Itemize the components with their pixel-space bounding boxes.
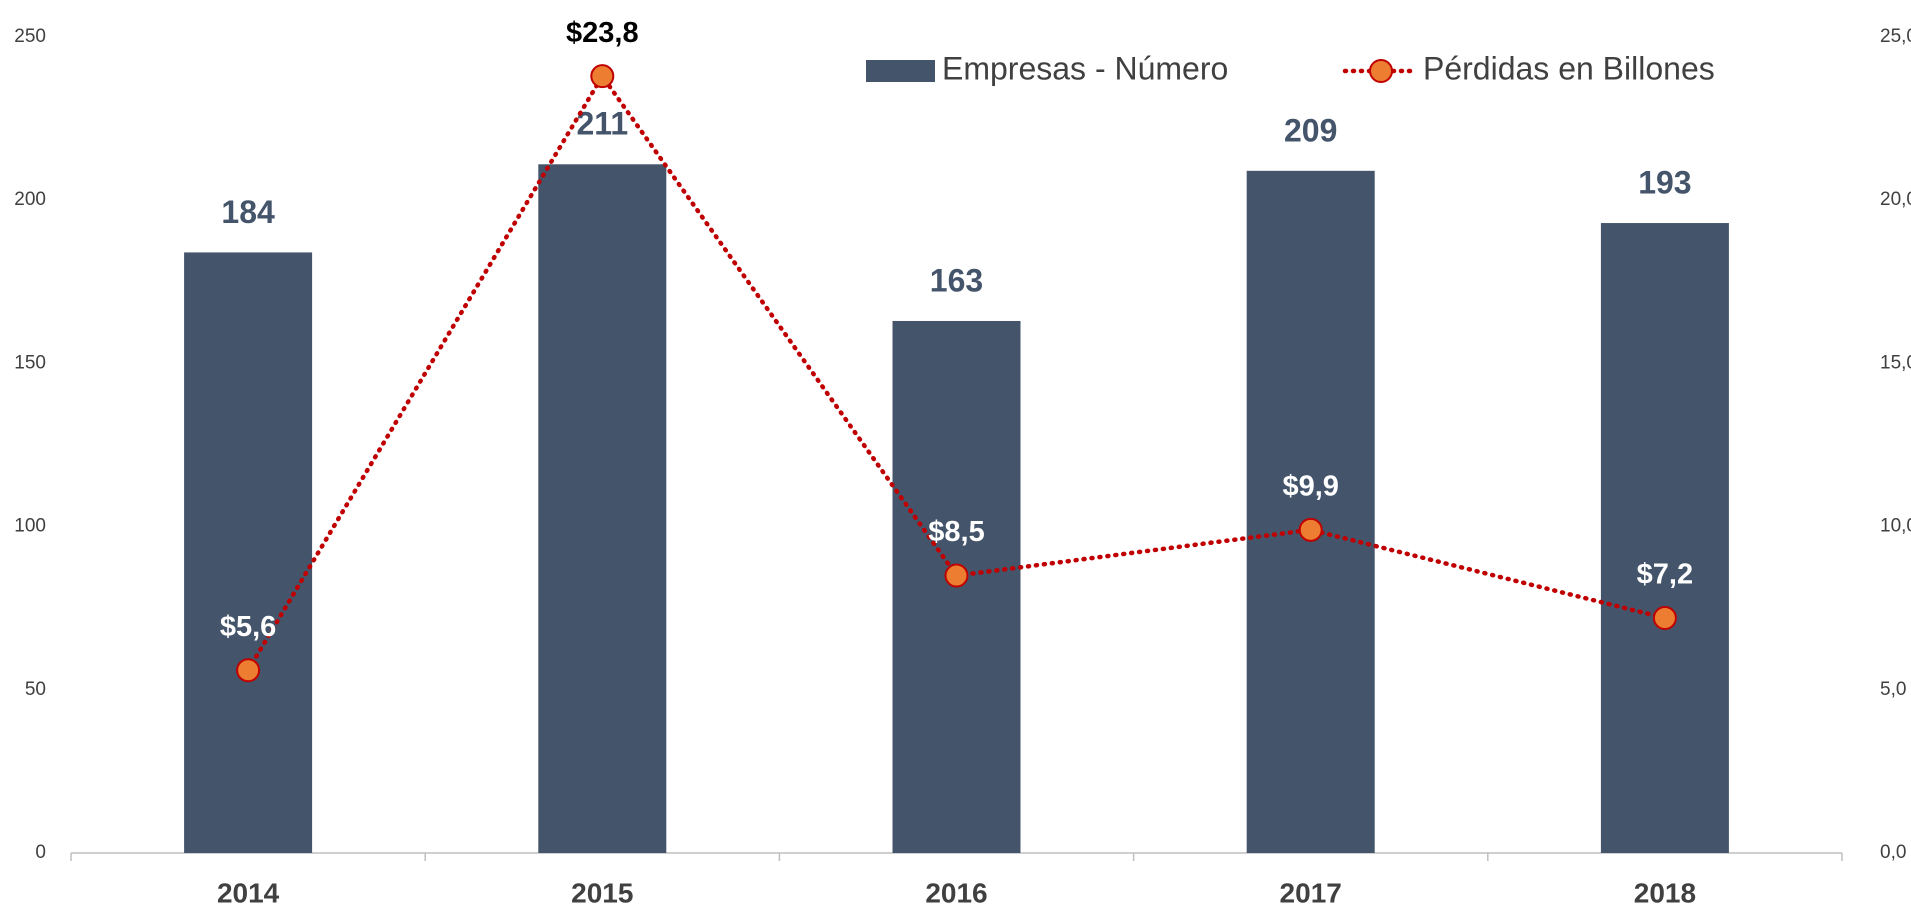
line-label: $9,9: [1282, 471, 1338, 503]
bar: [1246, 170, 1375, 854]
bar: [1600, 223, 1729, 854]
bar-label: 184: [221, 194, 275, 230]
line-label: $5,6: [220, 611, 276, 643]
marker: [1652, 605, 1677, 630]
y2-tick-label: 10,0: [1880, 516, 1911, 537]
y2-tick-label: 5,0: [1880, 679, 1906, 700]
y2-tick-label: 25,0: [1880, 26, 1911, 47]
x-tick-label: 2018: [1634, 877, 1696, 908]
marker: [1298, 517, 1323, 542]
y-tick-label: 50: [25, 679, 46, 700]
y-tick-label: 150: [14, 352, 46, 373]
legend-label: Empresas - Número: [942, 50, 1228, 86]
legend-label: Pérdidas en Billones: [1423, 50, 1715, 86]
x-tick-label: 2017: [1280, 877, 1342, 908]
legend-marker: [1369, 59, 1393, 83]
y-tick-label: 200: [14, 189, 46, 210]
bar: [538, 164, 667, 853]
bar-label: 163: [930, 262, 983, 298]
y2-tick-label: 0,0: [1880, 842, 1906, 863]
x-tick-label: 2015: [571, 877, 633, 908]
y2-tick-label: 15,0: [1880, 352, 1911, 373]
marker: [590, 64, 615, 89]
y-tick-label: 100: [14, 516, 46, 537]
y-tick-label: 0: [35, 842, 46, 863]
y2-tick-label: 20,0: [1880, 189, 1911, 210]
x-tick-label: 2014: [217, 877, 280, 908]
bar-label: 209: [1284, 112, 1337, 148]
legend-swatch: [866, 60, 935, 82]
line-label: $7,2: [1637, 559, 1693, 591]
marker: [944, 563, 969, 588]
marker: [236, 658, 261, 683]
bar: [184, 252, 313, 853]
x-tick-label: 2016: [925, 877, 987, 908]
line-label: $8,5: [928, 516, 984, 548]
line-label: $23,8: [566, 17, 639, 49]
bar-label: 211: [576, 106, 628, 142]
y-tick-label: 250: [14, 26, 46, 47]
bar-label: 193: [1638, 165, 1691, 201]
